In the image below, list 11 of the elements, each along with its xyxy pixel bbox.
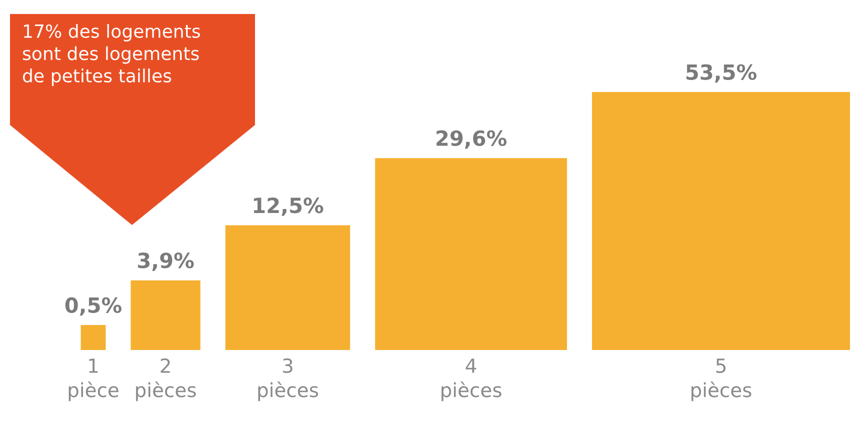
data-label: 3,9% xyxy=(138,252,194,271)
data-label: 12,5% xyxy=(254,197,324,216)
category-label: 1 pièce xyxy=(68,358,118,402)
category-label: 2 pièces xyxy=(136,358,196,402)
category-label: 4 pièces xyxy=(442,358,502,402)
text: 17% des logements sont des logements de petites tailles xyxy=(22,24,200,86)
data-label: 0,5% xyxy=(65,297,122,316)
category-label: 5 pièces xyxy=(692,358,752,402)
data-label: 53,5% xyxy=(686,64,756,83)
category-label: 3 pièces xyxy=(258,358,318,402)
data-label: 29,6% xyxy=(436,130,507,149)
